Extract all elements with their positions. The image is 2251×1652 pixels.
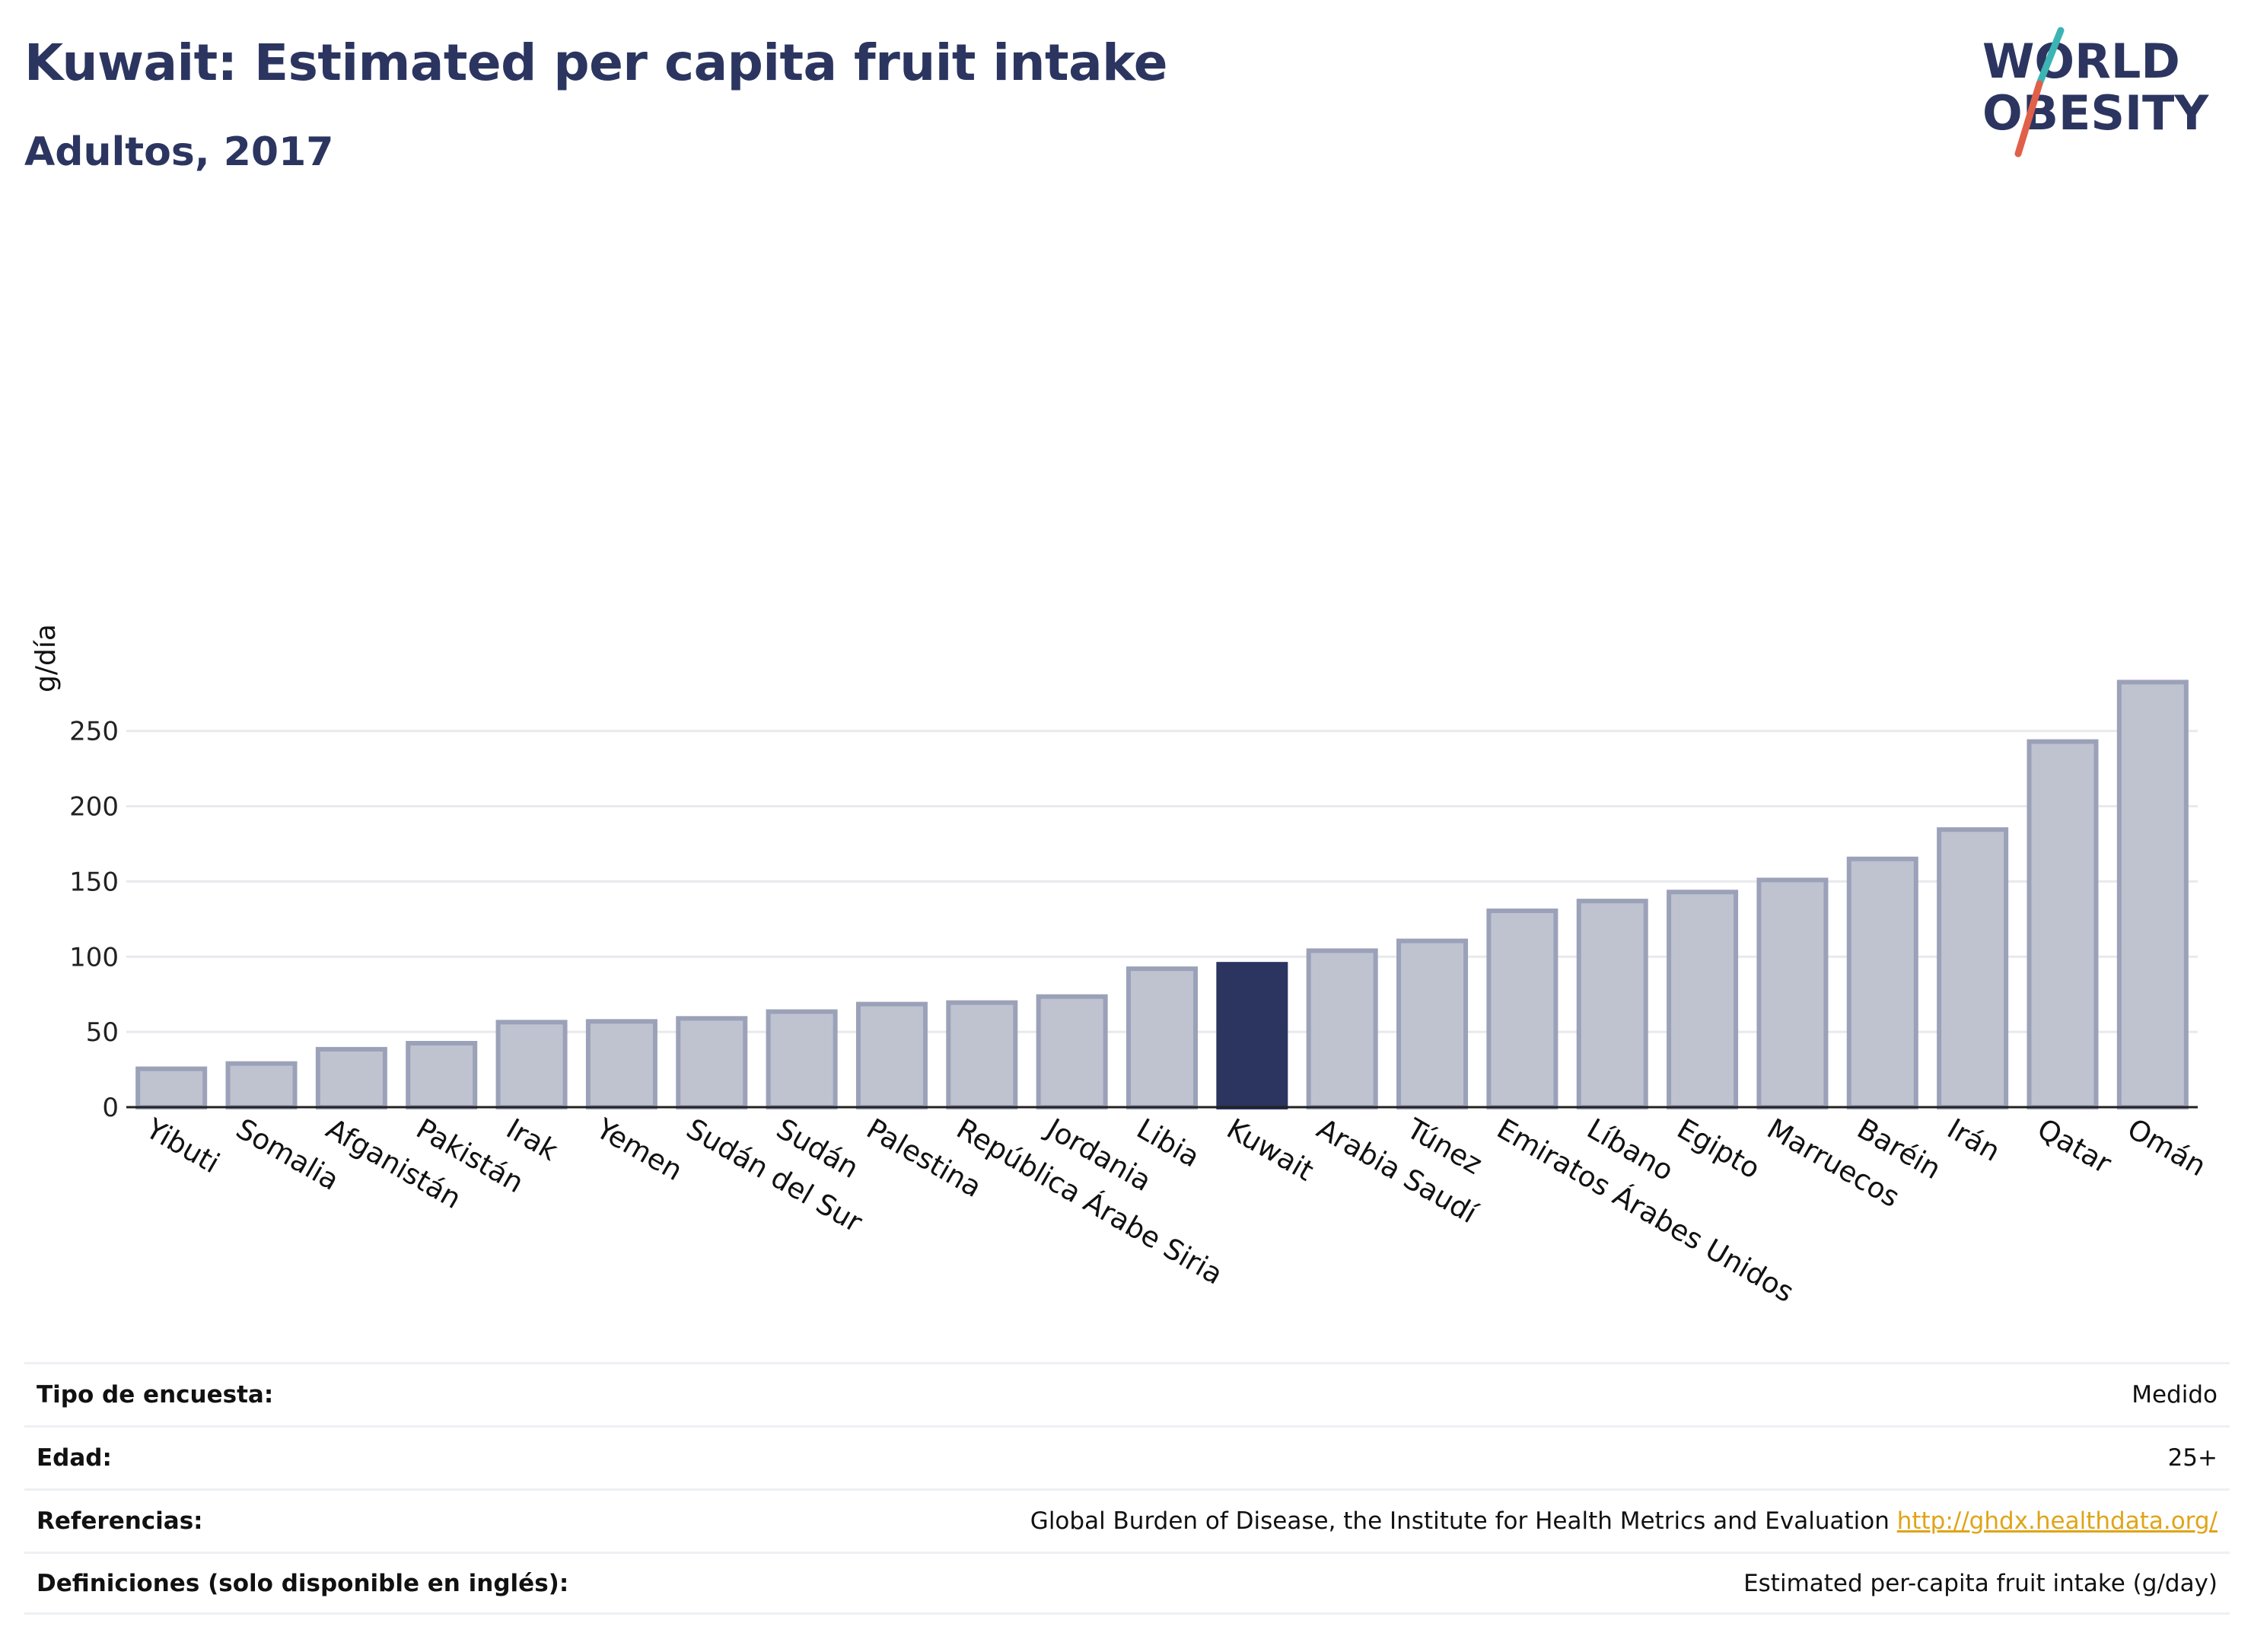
y-tick-label: 250 bbox=[69, 717, 119, 747]
bar[interactable] bbox=[2027, 739, 2099, 1109]
bar[interactable] bbox=[1036, 994, 1108, 1109]
y-tick-label: 0 bbox=[102, 1093, 119, 1123]
bar[interactable] bbox=[946, 1000, 1018, 1109]
bar[interactable] bbox=[406, 1040, 478, 1109]
bar[interactable] bbox=[135, 1066, 208, 1110]
bar[interactable] bbox=[2116, 680, 2189, 1109]
info-row-survey-type: Tipo de encuesta: Medido bbox=[24, 1362, 2230, 1425]
info-key: Tipo de encuesta: bbox=[37, 1381, 274, 1408]
bar[interactable] bbox=[225, 1061, 298, 1110]
x-tick-label: Irak bbox=[501, 1112, 564, 1168]
x-tick-label: Irán bbox=[1942, 1112, 2006, 1168]
logo-slash-red bbox=[2014, 80, 2043, 158]
y-tick-label: 150 bbox=[69, 867, 119, 897]
world-obesity-logo: WORLD OBESITY bbox=[1982, 27, 2209, 158]
info-value: Estimated per-capita fruit intake (g/day… bbox=[1743, 1569, 2218, 1597]
logo-word-world: WORLD bbox=[1982, 33, 2180, 89]
bar[interactable] bbox=[1667, 890, 1739, 1109]
bar[interactable] bbox=[1937, 827, 2009, 1109]
info-value: 25+ bbox=[2167, 1444, 2218, 1472]
y-tick-label: 100 bbox=[69, 942, 119, 972]
bar[interactable] bbox=[855, 1001, 928, 1109]
x-tick-label: Omán bbox=[2122, 1112, 2211, 1183]
bars bbox=[135, 680, 2189, 1110]
y-axis-title: g/día bbox=[30, 624, 62, 692]
bar[interactable] bbox=[315, 1046, 387, 1109]
info-key: Referencias: bbox=[37, 1507, 203, 1535]
bar[interactable] bbox=[1576, 899, 1648, 1109]
y-tick-label: 200 bbox=[69, 792, 119, 823]
bar-highlight[interactable] bbox=[1216, 962, 1288, 1109]
x-tick-label: Yemen bbox=[591, 1112, 689, 1187]
y-axis-ticks: 0 50 100 150 200 250 bbox=[69, 717, 119, 1123]
bar[interactable] bbox=[1846, 856, 1918, 1109]
bar[interactable] bbox=[1126, 966, 1198, 1109]
info-value: Global Burden of Disease, the Institute … bbox=[1030, 1507, 1890, 1535]
page-title: Kuwait: Estimated per capita fruit intak… bbox=[24, 33, 1168, 92]
info-value: Medido bbox=[2132, 1381, 2218, 1408]
x-tick-label: Yibuti bbox=[140, 1112, 225, 1179]
info-row-references: Referencias: Global Burden of Disease, t… bbox=[24, 1488, 2230, 1552]
bar[interactable] bbox=[1306, 948, 1378, 1110]
bar[interactable] bbox=[766, 1009, 838, 1109]
info-key: Edad: bbox=[37, 1444, 112, 1472]
bar[interactable] bbox=[495, 1020, 568, 1110]
logo-word-obesity: OBESITY bbox=[1982, 85, 2209, 141]
reference-link[interactable]: http://ghdx.healthdata.org/ bbox=[1896, 1507, 2218, 1535]
x-tick-label: Egipto bbox=[1672, 1112, 1766, 1186]
info-row-age: Edad: 25+ bbox=[24, 1425, 2230, 1488]
info-value-group: Global Burden of Disease, the Institute … bbox=[1030, 1507, 2218, 1535]
x-tick-label: Qatar bbox=[2032, 1112, 2117, 1181]
y-tick-label: 50 bbox=[86, 1017, 119, 1048]
info-table: Tipo de encuesta: Medido Edad: 25+ Refer… bbox=[24, 1362, 2230, 1615]
info-key: Definiciones (solo disponible en inglés)… bbox=[37, 1569, 569, 1597]
x-tick-label: Somalia bbox=[231, 1112, 345, 1197]
bar[interactable] bbox=[1486, 908, 1559, 1110]
logo-slash-teal bbox=[2036, 27, 2065, 88]
page-subtitle: Adultos, 2017 bbox=[24, 129, 334, 175]
info-row-definitions: Definiciones (solo disponible en inglés)… bbox=[24, 1552, 2230, 1615]
bar[interactable] bbox=[676, 1016, 748, 1110]
bar[interactable] bbox=[1396, 938, 1469, 1109]
x-tick-label: Kuwait bbox=[1221, 1112, 1320, 1188]
bar[interactable] bbox=[1756, 877, 1829, 1110]
bar[interactable] bbox=[585, 1019, 657, 1110]
